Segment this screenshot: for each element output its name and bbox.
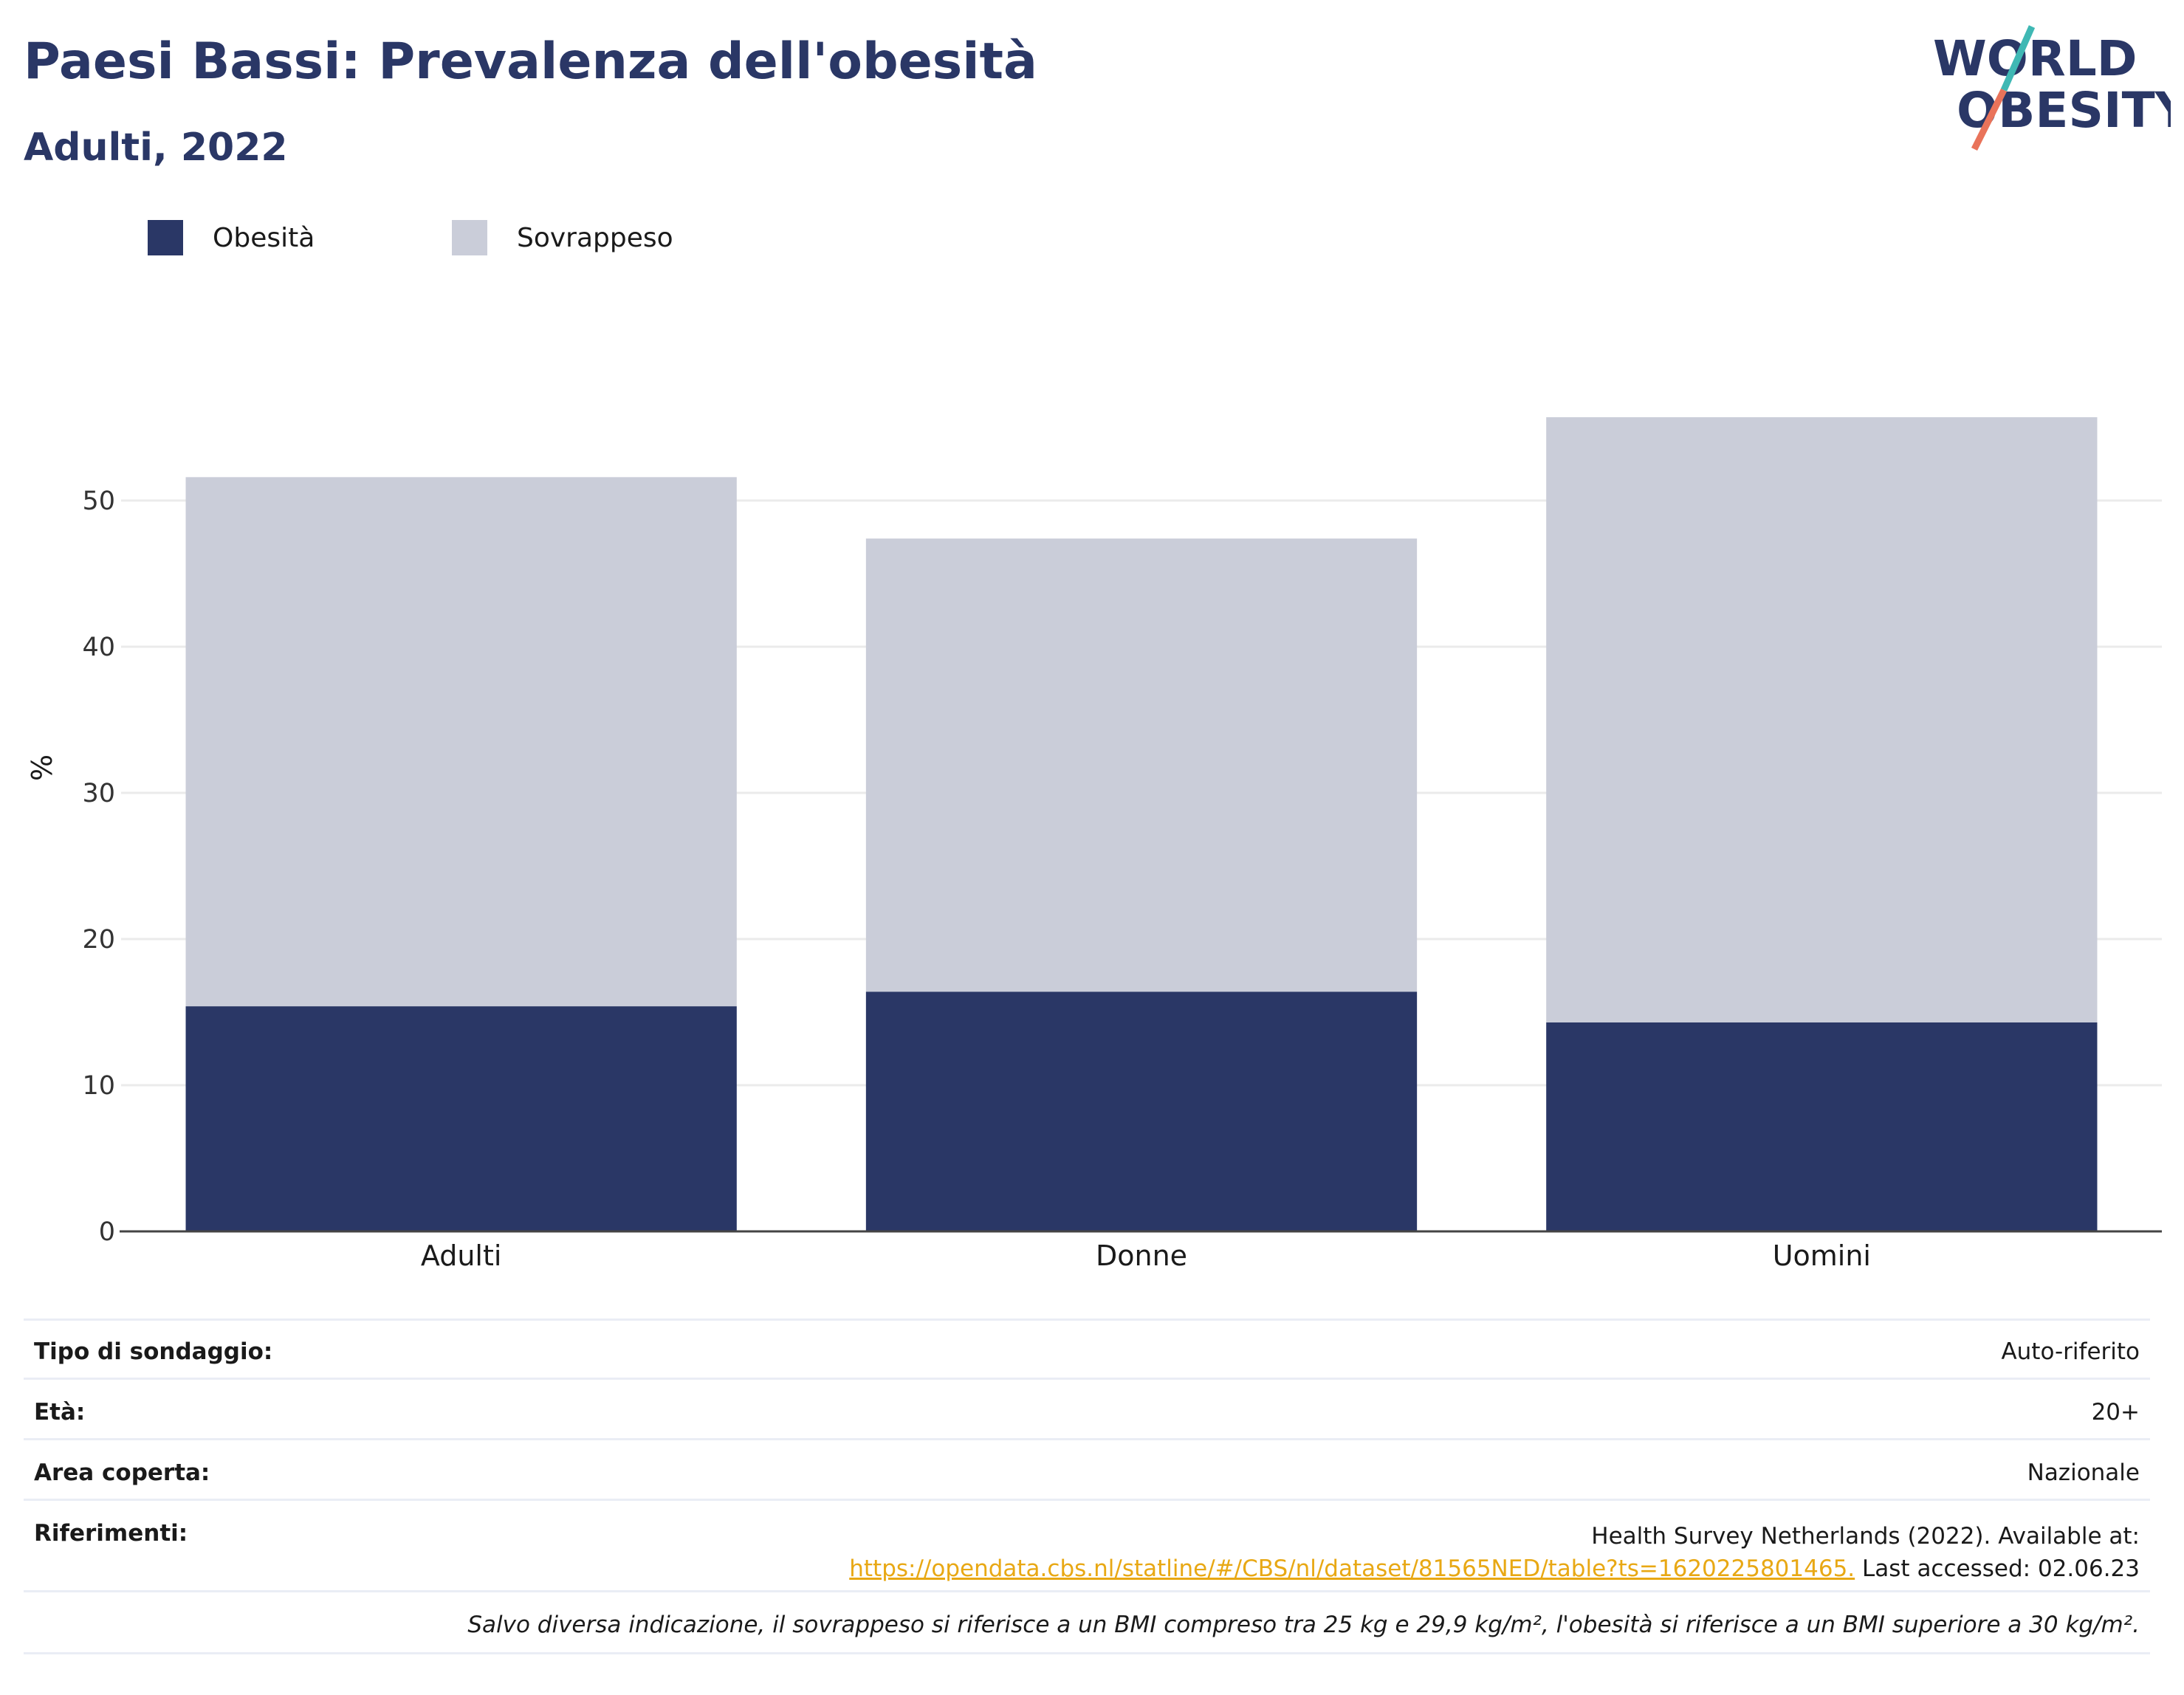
references-link[interactable]: https://opendata.cbs.nl/statline/#/CBS/n… — [849, 1555, 1855, 1582]
info-row-references: Riferimenti: Health Survey Netherlands (… — [24, 1499, 2150, 1590]
survey-type-label: Tipo di sondaggio: — [34, 1338, 273, 1365]
y-tick-label-40: 40 — [82, 633, 115, 662]
references-source: Health Survey Netherlands (2022). Availa… — [1591, 1523, 2140, 1550]
page-subtitle: Adulti, 2022 — [24, 126, 288, 170]
area-label: Area coperta: — [34, 1460, 210, 1486]
bar-donne-overweight — [865, 538, 1418, 992]
info-row-survey-type: Tipo di sondaggio: Auto-riferito — [24, 1318, 2150, 1378]
bar-donne-obesity — [865, 991, 1418, 1231]
references-accessed: Last accessed: 02.06.23 — [1855, 1555, 2140, 1582]
x-tick-label-uomini: Uomini — [1773, 1240, 1871, 1272]
logo-text-world: WORLD — [1933, 30, 2137, 87]
legend-item-obesity[interactable]: Obesità — [148, 219, 315, 257]
legend-label-obesity: Obesità — [213, 222, 315, 253]
age-value: 20+ — [2091, 1399, 2140, 1426]
bar-uomini-overweight — [1546, 417, 2098, 1022]
x-tick-label-donne: Donne — [1096, 1240, 1187, 1272]
legend-swatch-overweight — [452, 220, 487, 255]
references-label: Riferimenti: — [34, 1520, 188, 1547]
x-tick-label-adulti: Adulti — [421, 1240, 502, 1272]
bar-adulti-obesity — [185, 1006, 737, 1231]
area-value: Nazionale — [2027, 1460, 2140, 1486]
stacked-bar-chart: 0 10 20 30 40 50% Adulti Donne Uomini — [26, 417, 2162, 1272]
y-tick-label-50: 50 — [82, 487, 115, 516]
y-tick-label-0: 0 — [99, 1217, 115, 1247]
bmi-note: Salvo diversa indicazione, il sovrappeso… — [467, 1612, 2140, 1638]
info-row-note: Salvo diversa indicazione, il sovrappeso… — [24, 1590, 2150, 1652]
info-row-age: Età: 20+ — [24, 1378, 2150, 1438]
legend-item-overweight[interactable]: Sovrappeso — [452, 219, 673, 257]
age-label: Età: — [34, 1399, 86, 1426]
info-bottom-rule — [24, 1652, 2150, 1654]
page-title: Paesi Bassi: Prevalenza dell'obesità — [24, 32, 1037, 91]
legend-label-overweight: Sovrappeso — [517, 222, 673, 253]
legend-swatch-obesity — [148, 220, 183, 255]
info-row-area: Area coperta: Nazionale — [24, 1438, 2150, 1499]
y-tick-label-20: 20 — [82, 925, 115, 955]
survey-type-value: Auto-riferito — [2001, 1338, 2140, 1365]
bar-adulti-overweight — [185, 477, 737, 1007]
references-value: Health Survey Netherlands (2022). Availa… — [849, 1520, 2150, 1585]
y-axis-label: % — [26, 754, 58, 781]
bar-uomini-obesity — [1546, 1022, 2098, 1231]
logo-slash-top — [2000, 25, 2036, 92]
info-table: Tipo di sondaggio: Auto-riferito Età: 20… — [24, 1318, 2150, 1654]
y-tick-label-10: 10 — [82, 1071, 115, 1101]
world-obesity-logo: WORLD OBESITY — [1933, 25, 2171, 151]
logo-slash-bottom — [1971, 88, 2008, 151]
y-tick-label-30: 30 — [82, 779, 115, 808]
